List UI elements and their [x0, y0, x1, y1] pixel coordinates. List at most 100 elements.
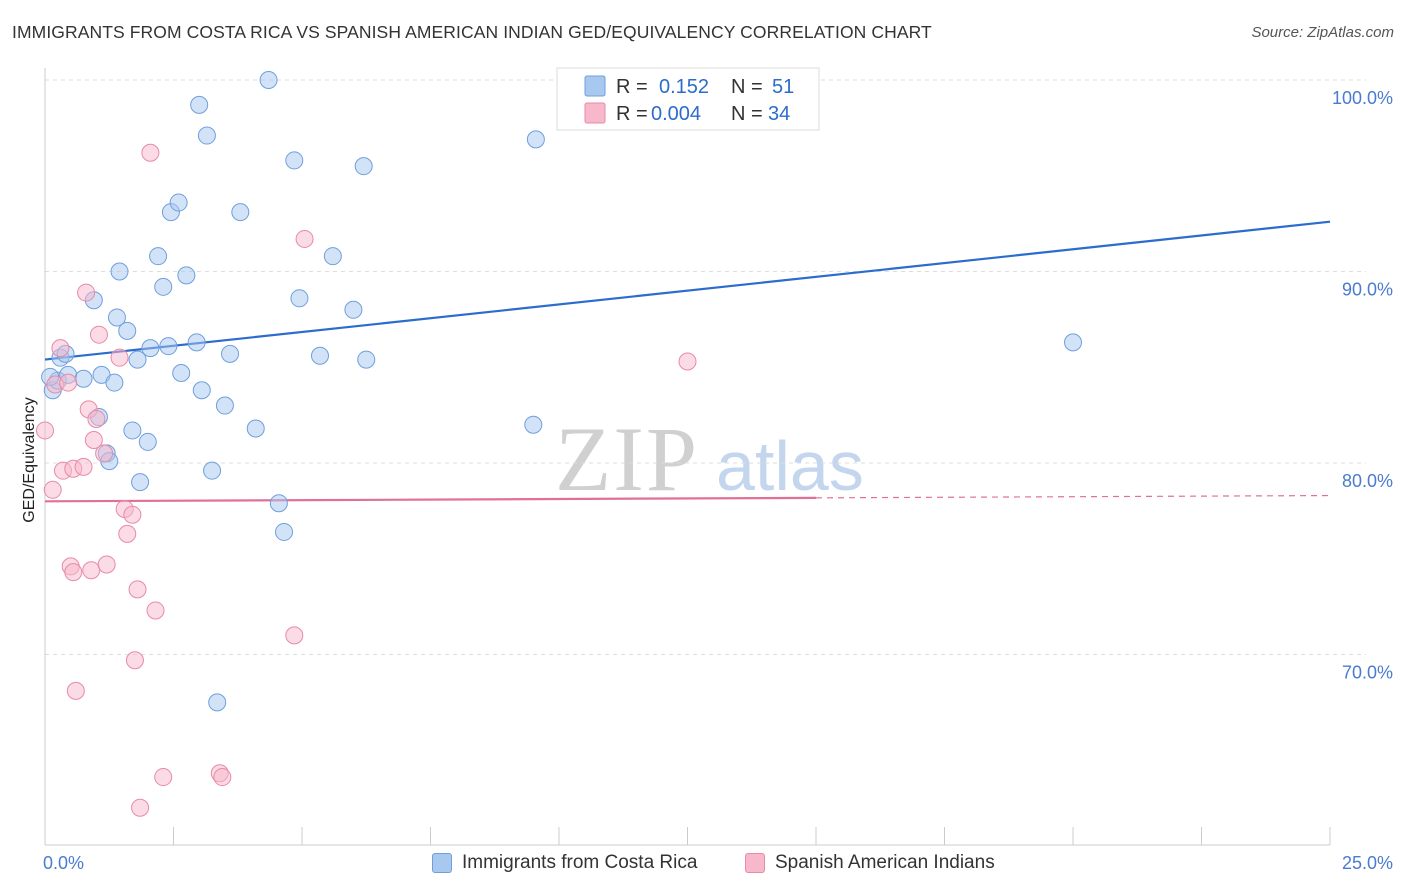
watermark: ZIP atlas [555, 408, 864, 510]
spanish-american-indian-point [43, 480, 62, 499]
spanish-american-indian-point [154, 768, 173, 787]
costa-rica-point [141, 339, 160, 358]
spanish-american-indian-point [123, 505, 142, 524]
costa-rica-point [192, 381, 211, 400]
spanish-american-indian-point [64, 563, 83, 582]
spanish-american-indian-point [51, 339, 70, 358]
costa-rica-point [169, 193, 188, 212]
legend-r-value-pink: 0.004 [651, 103, 701, 125]
costa-rica-point [275, 522, 294, 541]
costa-rica-point [190, 95, 209, 114]
spanish-american-indian-point [66, 681, 85, 700]
spanish-american-indian-point [59, 373, 78, 392]
spanish-american-indian-point [131, 798, 150, 817]
spanish-american-indian-point [128, 580, 147, 599]
costa-rica-point [269, 494, 288, 513]
legend-r-value-blue: 0.152 [659, 76, 709, 98]
spanish-american-indian-point [84, 431, 103, 450]
axes [44, 68, 1331, 846]
spanish-american-indian-point [213, 768, 232, 787]
legend-label-costa-rica: Immigrants from Costa Rica [462, 852, 698, 873]
costa-rica-point [285, 151, 304, 170]
source-credit: Source: ZipAtlas.com [1251, 24, 1394, 41]
costa-rica-point [215, 396, 234, 415]
legend-r-label-pink: R = [616, 103, 648, 125]
legend-n-label-blue: N = [731, 76, 763, 98]
correlation-legend: R = 0.152 N = 51 R = 0.004 N = 34 [556, 67, 820, 131]
spanish-american-indian-point [110, 348, 129, 367]
spanish-american-indian-trend-line [44, 496, 817, 503]
y-tick-label: 70.0% [1342, 663, 1393, 683]
costa-rica-point [105, 373, 124, 392]
spanish-american-indian-point [295, 229, 314, 248]
costa-rica-point [138, 432, 157, 451]
costa-rica-point [154, 277, 173, 296]
x-tick-label: 25.0% [1342, 853, 1393, 873]
spanish-american-indian-point [77, 283, 96, 302]
series-legend: Immigrants from Costa Rica Spanish Ameri… [0, 852, 1406, 878]
costa-rica-point [354, 157, 373, 176]
costa-rica-point [203, 461, 222, 480]
spanish-american-indian-point [97, 555, 116, 574]
y-tick-label: 90.0% [1342, 280, 1393, 300]
y-axis-label: GED/Equivalency [21, 397, 38, 522]
costa-rica-point [524, 415, 543, 434]
data-points [36, 71, 1082, 817]
costa-rica-point [246, 419, 265, 438]
spanish-american-indian-trend-line-extension [815, 494, 1331, 499]
trend-lines [44, 220, 1331, 503]
gridlines [45, 79, 1366, 655]
costa-rica-point [526, 130, 545, 149]
costa-rica-point [74, 369, 93, 388]
costa-rica-point [131, 473, 150, 492]
costa-rica-point [110, 262, 129, 281]
legend-swatch-pink [584, 102, 606, 124]
spanish-american-indian-point [141, 143, 160, 162]
y-tick-label: 80.0% [1342, 471, 1393, 491]
spanish-american-indian-point [95, 444, 114, 463]
costa-rica-point [118, 321, 137, 340]
spanish-american-indian-point [89, 325, 108, 344]
legend-item-costa-rica: Immigrants from Costa Rica [432, 852, 697, 874]
spanish-american-indian-point [285, 626, 304, 645]
costa-rica-point [290, 289, 309, 308]
x-tick-label: 0.0% [43, 853, 84, 873]
costa-rica-point [197, 126, 216, 145]
costa-rica-point [107, 308, 126, 327]
legend-swatch-costa-rica [432, 853, 452, 873]
spanish-american-indian-point [82, 561, 101, 580]
spanish-american-indian-point [74, 457, 93, 476]
spanish-american-indian-point [146, 601, 165, 620]
x-tick-labels: 0.0% 25.0% [43, 853, 1393, 873]
costa-rica-point [177, 266, 196, 285]
costa-rica-point [159, 337, 178, 356]
costa-rica-point [187, 333, 206, 352]
y-tick-labels: 70.0% 80.0% 90.0% 100.0% [1332, 88, 1393, 683]
legend-n-value-blue: 51 [772, 76, 794, 98]
legend-swatch-spanish-american-indians [745, 853, 765, 873]
costa-rica-trend-line [44, 220, 1331, 361]
spanish-american-indian-point [118, 524, 137, 543]
costa-rica-point [149, 247, 168, 266]
costa-rica-point [172, 363, 191, 382]
spanish-american-indian-point [678, 352, 697, 371]
spanish-american-indian-point [87, 409, 106, 428]
spanish-american-indian-point [36, 421, 54, 440]
costa-rica-point [344, 300, 363, 319]
legend-item-spanish-american-indians: Spanish American Indians [745, 852, 995, 874]
watermark-atlas: atlas [716, 427, 864, 505]
costa-rica-point [310, 346, 329, 365]
costa-rica-point [357, 350, 376, 369]
costa-rica-point [123, 421, 142, 440]
legend-label-spanish-american-indians: Spanish American Indians [775, 852, 995, 873]
legend-n-label-pink: N = [731, 103, 763, 125]
costa-rica-point [1064, 333, 1082, 352]
costa-rica-point [208, 693, 227, 712]
watermark-zip: ZIP [555, 408, 699, 510]
spanish-american-indian-point [125, 651, 144, 670]
costa-rica-point [221, 344, 240, 363]
costa-rica-point [128, 350, 147, 369]
legend-n-value-pink: 34 [768, 103, 790, 125]
chart-title: IMMIGRANTS FROM COSTA RICA VS SPANISH AM… [12, 22, 932, 42]
